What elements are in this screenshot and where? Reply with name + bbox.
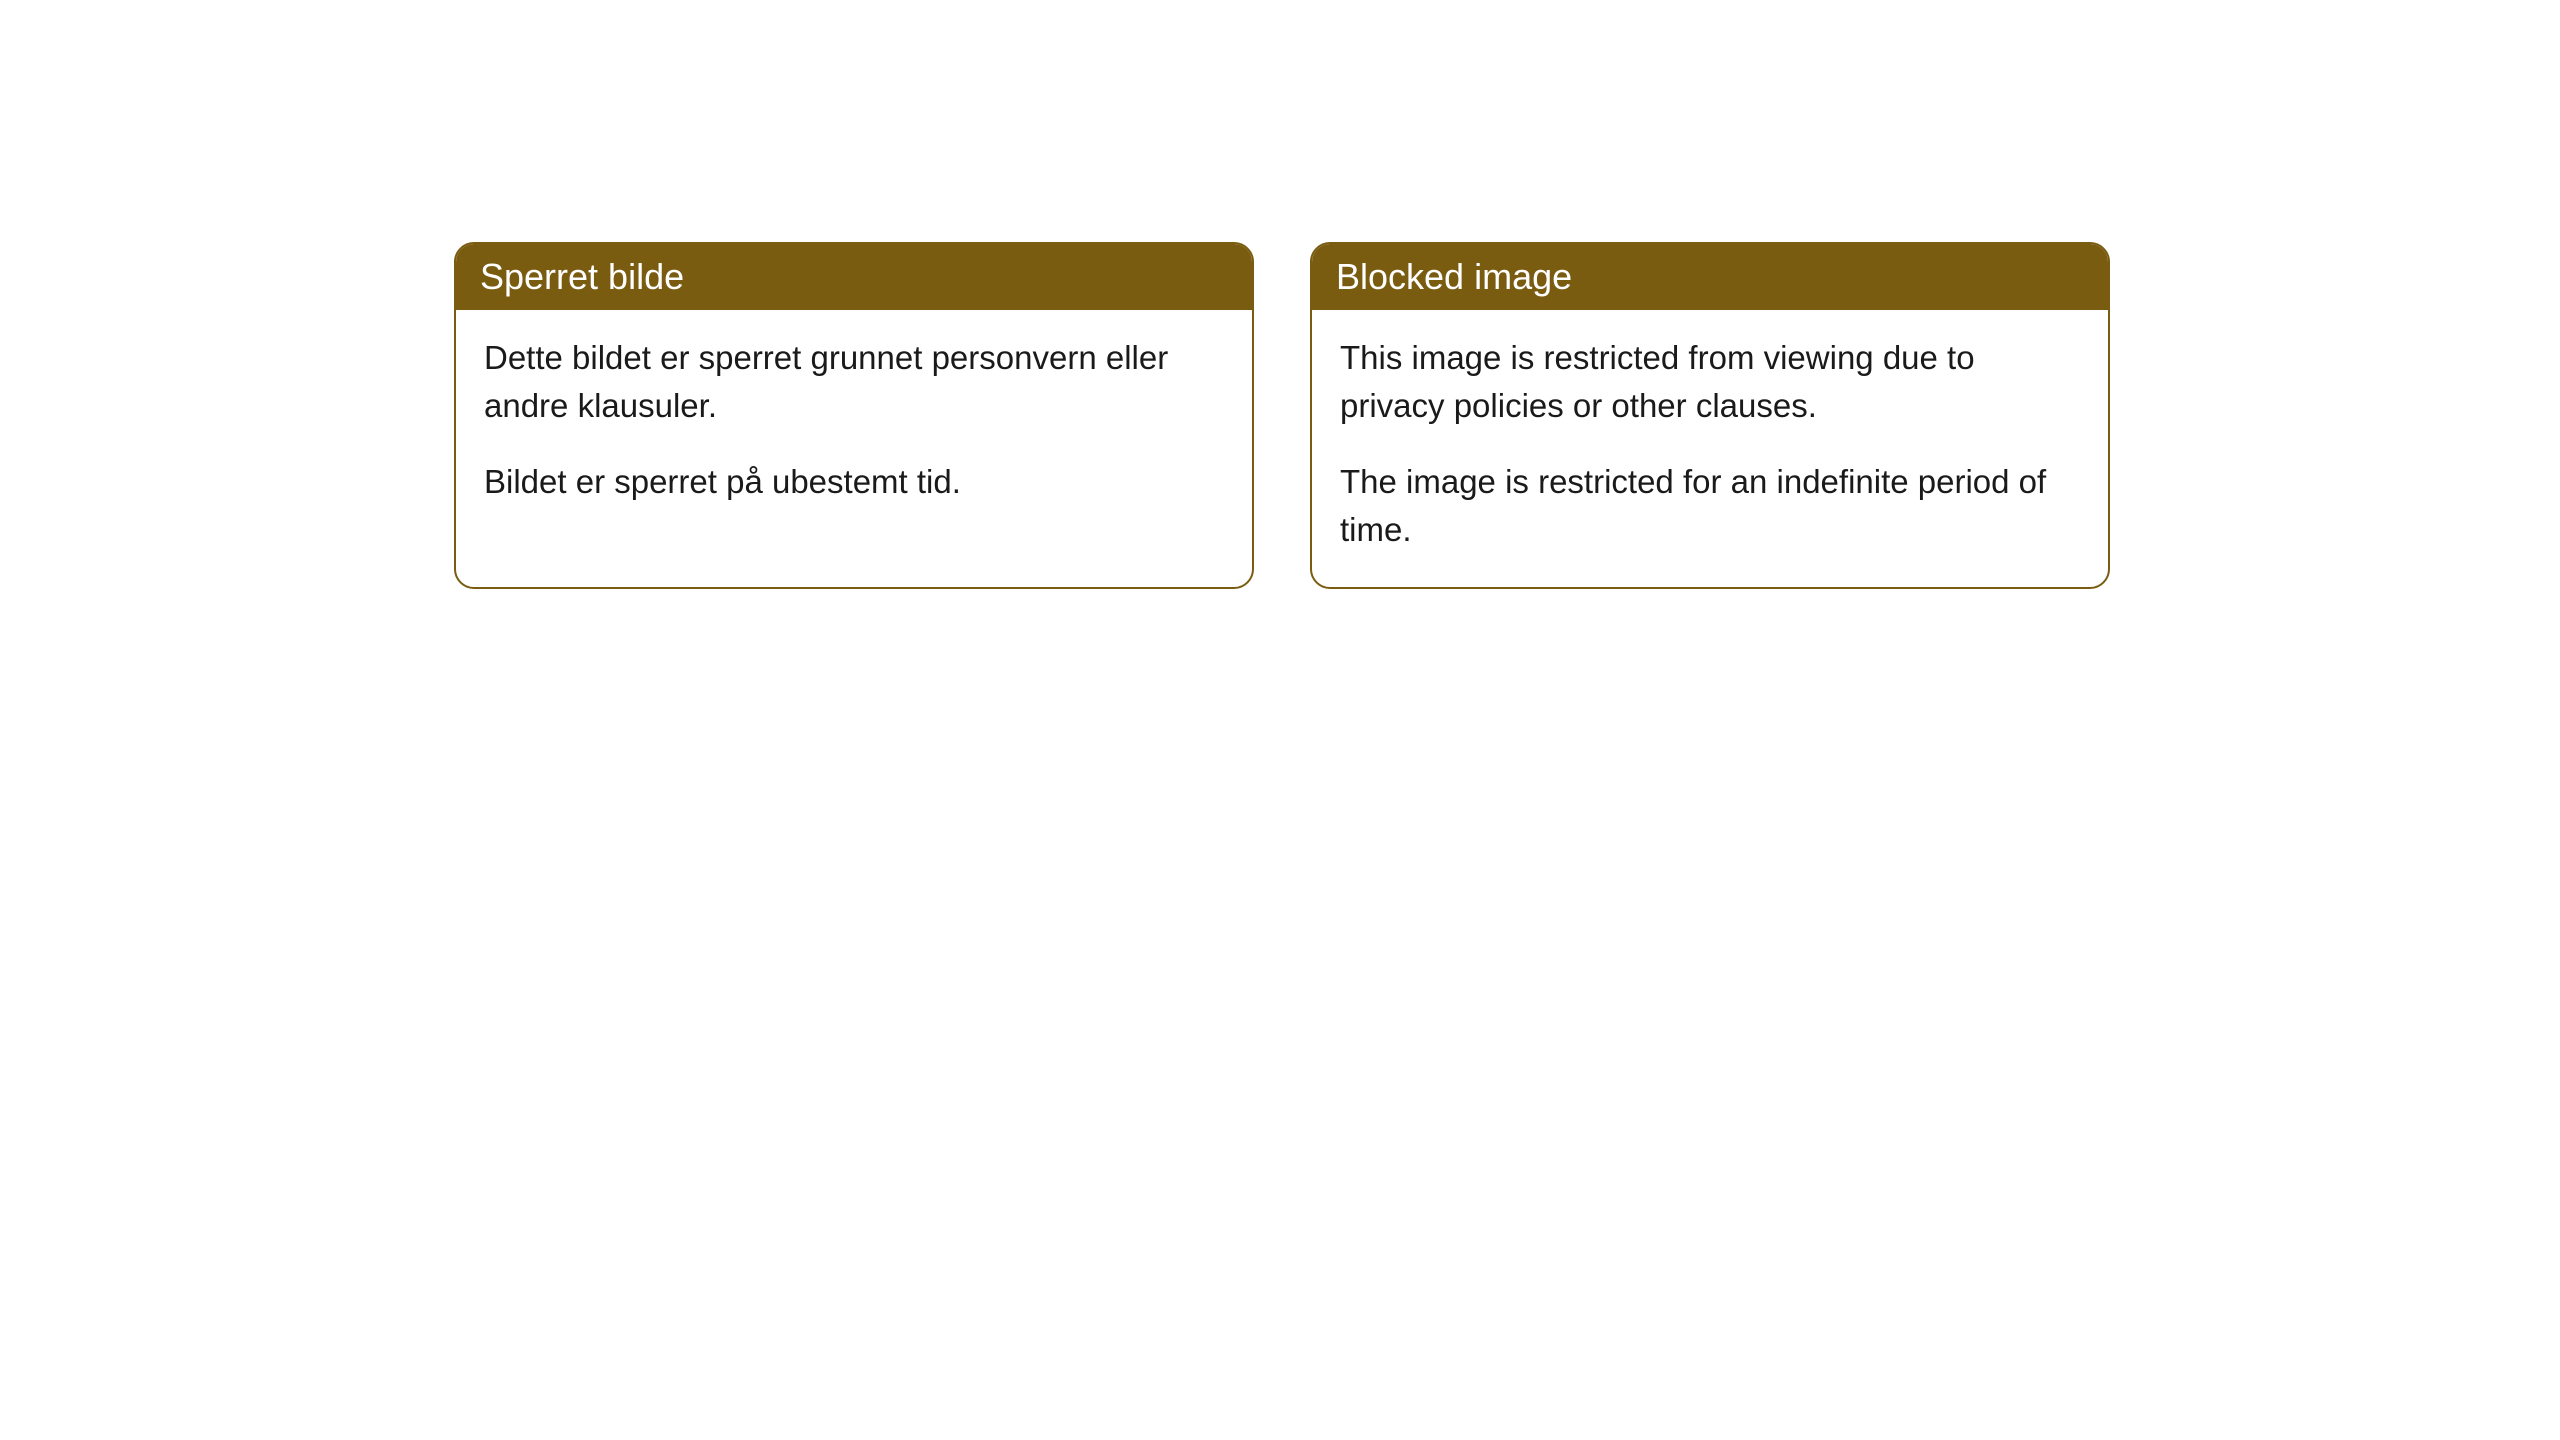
- card-body-english: This image is restricted from viewing du…: [1312, 310, 2108, 587]
- card-title: Blocked image: [1336, 256, 1572, 297]
- notice-card-norwegian: Sperret bilde Dette bildet er sperret gr…: [454, 242, 1254, 589]
- card-header-norwegian: Sperret bilde: [456, 244, 1252, 310]
- card-paragraph: Dette bildet er sperret grunnet personve…: [484, 334, 1224, 430]
- card-body-norwegian: Dette bildet er sperret grunnet personve…: [456, 310, 1252, 540]
- card-paragraph: The image is restricted for an indefinit…: [1340, 458, 2080, 554]
- notice-cards-container: Sperret bilde Dette bildet er sperret gr…: [454, 242, 2110, 589]
- card-paragraph: Bildet er sperret på ubestemt tid.: [484, 458, 1224, 506]
- notice-card-english: Blocked image This image is restricted f…: [1310, 242, 2110, 589]
- card-paragraph: This image is restricted from viewing du…: [1340, 334, 2080, 430]
- card-header-english: Blocked image: [1312, 244, 2108, 310]
- card-title: Sperret bilde: [480, 256, 684, 297]
